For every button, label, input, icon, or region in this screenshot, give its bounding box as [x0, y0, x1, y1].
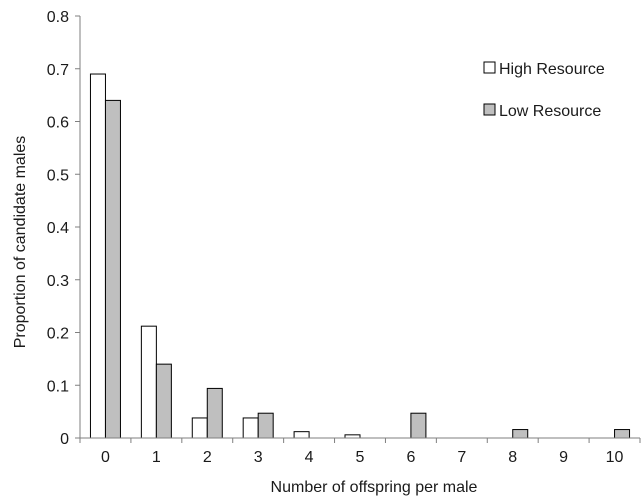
legend-swatch	[483, 103, 496, 116]
x-tick-label: 1	[152, 449, 161, 466]
x-tick-label: 9	[559, 449, 568, 466]
y-axis-title: Proportion of candidate males	[12, 136, 29, 349]
x-tick-label: 8	[508, 449, 517, 466]
y-tick-label: 0.6	[47, 115, 69, 132]
x-axis-title: Number of offspring per male	[271, 479, 478, 496]
bar-high-0	[89, 73, 106, 439]
bar-low-8	[512, 429, 529, 439]
bar-low-2	[206, 387, 223, 439]
y-tick-label: 0.4	[47, 220, 69, 237]
y-tick-label: 0.2	[47, 326, 69, 343]
x-tick-label: 0	[101, 449, 110, 466]
y-tick-label: 0.7	[47, 62, 69, 79]
legend-label: Low Resource	[499, 103, 601, 120]
bar-low-6	[410, 412, 427, 439]
y-tick-label: 0.1	[47, 378, 69, 395]
legend: High Resource Low Resource	[483, 61, 605, 120]
legend-label: High Resource	[499, 61, 605, 78]
bar-high-2	[191, 417, 208, 439]
x-tick-label: 5	[356, 449, 365, 466]
y-tick-label: 0	[60, 431, 69, 448]
x-axis-ticks: 0 1 2 3 4 5 6 7 8 9 10	[79, 438, 641, 466]
y-tick-label: 0.8	[47, 9, 69, 26]
bars	[89, 73, 631, 439]
y-axis-ticks: 0 0.1 0.2 0.3 0.4 0.5 0.6 0.7 0.8	[47, 9, 80, 448]
bar-high-1	[140, 325, 157, 439]
x-tick-label: 4	[305, 449, 314, 466]
bar-low-0	[104, 99, 121, 439]
legend-swatch	[483, 61, 496, 74]
bar-low-1	[155, 363, 172, 439]
x-tick-label: 3	[254, 449, 263, 466]
x-tick-label: 7	[457, 449, 466, 466]
bar-high-4	[293, 431, 310, 439]
x-tick-label: 6	[406, 449, 415, 466]
bar-low-10	[614, 429, 631, 439]
y-tick-label: 0.3	[47, 273, 69, 290]
bar-high-3	[242, 417, 259, 439]
bar-low-3	[257, 412, 274, 439]
x-tick-label: 10	[606, 449, 624, 466]
x-tick-label: 2	[203, 449, 212, 466]
y-tick-label: 0.5	[47, 167, 69, 184]
